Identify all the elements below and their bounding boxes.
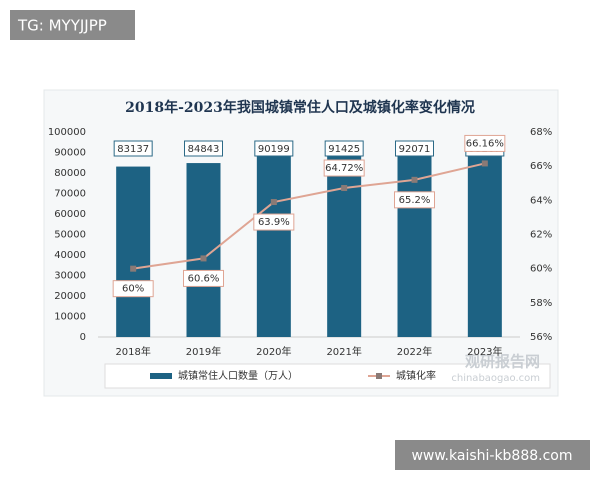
value-label: 64.72% xyxy=(325,163,363,174)
y2-tick-label: 60% xyxy=(530,264,552,275)
bar-label-box xyxy=(324,140,364,157)
line-marker xyxy=(130,265,137,272)
x-tick-label: 2021年 xyxy=(326,345,361,358)
y2-tick-label: 66% xyxy=(530,161,552,172)
line-marker xyxy=(481,160,488,167)
bar-label-box xyxy=(254,140,294,157)
line xyxy=(133,162,486,270)
legend-swatch xyxy=(376,373,382,379)
value-label-box xyxy=(183,269,224,287)
overlay-box xyxy=(10,10,135,40)
y-tick-label: 90000 xyxy=(54,148,86,159)
value-label: 66.16% xyxy=(466,138,504,149)
y-tick-label: 10000 xyxy=(54,312,86,323)
x-tick-label: 2023年 xyxy=(467,345,502,358)
y2-tick-label: 64% xyxy=(530,195,552,206)
bar-label: 84843 xyxy=(188,144,220,155)
x-tick-label: 2022年 xyxy=(397,345,432,358)
legend-label: 城镇常住人口数量（万人） xyxy=(178,369,298,382)
line-marker xyxy=(341,185,348,192)
y-tick-label: 60000 xyxy=(54,209,86,220)
y-tick-label: 40000 xyxy=(54,250,86,261)
y-tick-label: 30000 xyxy=(54,271,86,282)
value-label: 60% xyxy=(122,284,144,295)
line-marker xyxy=(270,199,277,206)
bar xyxy=(327,149,362,337)
bar-label: 92071 xyxy=(399,144,431,155)
legend-box xyxy=(104,363,551,389)
y2-tick-label: 58% xyxy=(530,298,552,309)
bar xyxy=(467,145,502,337)
value-label: 63.9% xyxy=(258,217,290,228)
value-label-box xyxy=(112,280,154,298)
bar-label: 83137 xyxy=(117,144,149,155)
bar-label-box xyxy=(113,140,153,157)
x-tick-label: 2019年 xyxy=(186,345,221,358)
line-marker xyxy=(200,255,207,262)
bar xyxy=(256,152,291,337)
value-label-box xyxy=(394,191,435,209)
line-marker xyxy=(411,176,418,183)
bar-label-box xyxy=(184,140,223,157)
value-label-box xyxy=(464,134,506,152)
source-url: chinabaogao.com xyxy=(451,373,540,384)
value-label-box xyxy=(323,159,365,177)
y2-tick-label: 62% xyxy=(530,230,552,241)
y-tick-label: 70000 xyxy=(54,189,86,200)
bar-label: 91425 xyxy=(328,144,360,155)
y2-tick-label: 68% xyxy=(530,127,552,138)
chart-title: 2018年-2023年我国城镇常住人口及城镇化率变化情况 xyxy=(125,99,475,116)
overlay-box xyxy=(395,440,590,470)
x-tick-label: 2020年 xyxy=(256,345,291,358)
legend-label: 城镇化率 xyxy=(396,369,436,382)
y-tick-label: 100000 xyxy=(48,127,86,138)
overlay-text: www.kaishi-kb888.com xyxy=(411,448,572,464)
overlay-text: TG: MYYJJPP xyxy=(17,17,107,35)
y2-tick-label: 56% xyxy=(530,332,552,343)
bar xyxy=(116,166,151,337)
source-logo: 观研报告网 xyxy=(465,353,540,371)
y-tick-label: 20000 xyxy=(54,291,86,302)
bar-label: 90199 xyxy=(258,144,290,155)
y-tick-label: 50000 xyxy=(54,230,86,241)
value-label-box xyxy=(253,213,295,231)
x-tick-label: 2018年 xyxy=(115,345,150,358)
y-tick-label: 80000 xyxy=(54,168,86,179)
value-label: 60.6% xyxy=(188,273,220,284)
legend-swatch xyxy=(150,373,172,379)
y-tick-label: 0 xyxy=(80,332,86,343)
value-label: 65.2% xyxy=(399,195,431,206)
bar-label-box xyxy=(395,140,434,157)
